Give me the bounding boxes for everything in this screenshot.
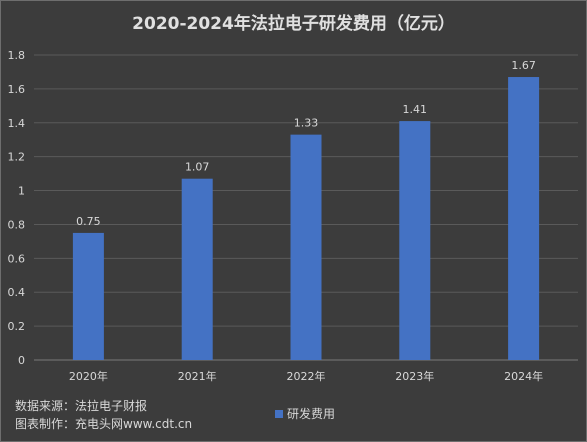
bar	[181, 178, 213, 360]
y-tick-label: 1	[18, 185, 25, 198]
x-tick-label: 2024年	[504, 369, 543, 383]
data-label: 0.75	[76, 215, 101, 228]
legend: 研发费用	[275, 405, 335, 422]
data-label: 1.41	[403, 103, 428, 116]
y-tick-label: 0.8	[8, 218, 26, 231]
x-tick-label: 2023年	[395, 369, 434, 383]
chart-title: 2020-2024年法拉电子研发费用（亿元）	[132, 14, 455, 34]
y-tick-label: 1.6	[8, 83, 26, 96]
bar	[72, 232, 104, 360]
x-tick-label: 2020年	[69, 369, 108, 383]
y-tick-label: 0.2	[8, 320, 26, 333]
y-tick-label: 1.4	[8, 117, 26, 130]
y-tick-label: 0	[18, 354, 25, 367]
y-tick-label: 1.8	[8, 49, 26, 62]
y-tick-label: 1.2	[8, 151, 26, 164]
legend-swatch	[275, 409, 283, 418]
data-source-note: 数据来源：法拉电子财报	[15, 399, 148, 413]
x-tick-label: 2021年	[178, 369, 217, 383]
bar	[399, 121, 431, 360]
y-tick-label: 0.4	[8, 286, 26, 299]
data-label: 1.07	[185, 161, 210, 174]
y-tick-label: 0.6	[8, 252, 26, 265]
bar	[290, 134, 322, 360]
data-label: 1.67	[511, 59, 536, 72]
data-label: 1.33	[294, 117, 319, 130]
x-tick-label: 2022年	[287, 369, 326, 383]
legend-label: 研发费用	[287, 407, 336, 421]
bar	[508, 77, 540, 361]
chart-credit-note: 图表制作：充电头网www.cdt.cn	[15, 417, 193, 431]
